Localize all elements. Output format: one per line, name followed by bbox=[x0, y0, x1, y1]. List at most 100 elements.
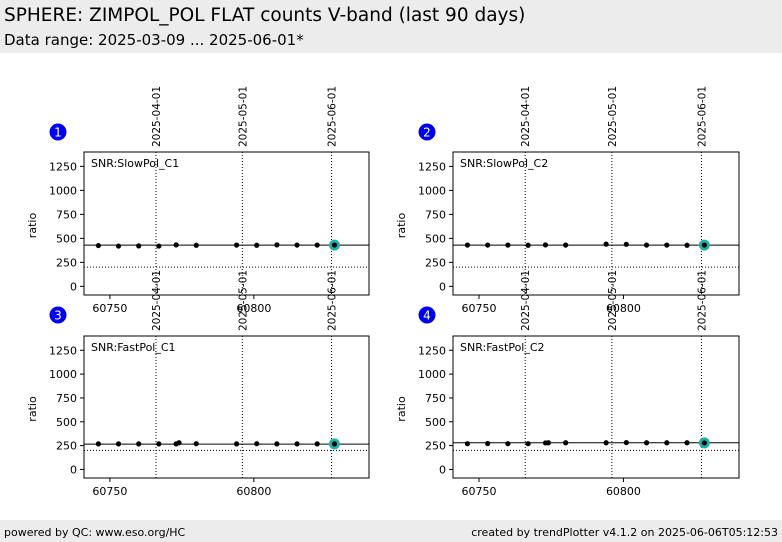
date-line-label: 2025-04-01 bbox=[151, 86, 163, 147]
x-tick-label: 60800 bbox=[606, 302, 641, 315]
data-point bbox=[664, 242, 670, 248]
data-point bbox=[525, 242, 531, 248]
x-tick-label: 60750 bbox=[462, 302, 497, 315]
x-tick-label: 60800 bbox=[606, 485, 641, 498]
panel-number: 3 bbox=[54, 309, 62, 323]
y-tick-label: 500 bbox=[425, 232, 446, 245]
data-point bbox=[95, 242, 101, 249]
data-point bbox=[643, 440, 650, 446]
page-title: SPHERE: ZIMPOL_POL FLAT counts V-band (l… bbox=[4, 5, 526, 26]
data-point bbox=[294, 242, 300, 248]
date-line-label: 2025-05-01 bbox=[237, 270, 249, 331]
plot-frame bbox=[83, 151, 370, 296]
latest-point bbox=[331, 441, 338, 447]
data-point bbox=[563, 440, 569, 446]
latest-point bbox=[331, 242, 338, 248]
page-subtitle: Data range: 2025-03-09 ... 2025-06-01* bbox=[4, 31, 304, 49]
date-line-label: 2025-04-01 bbox=[520, 86, 532, 147]
data-point bbox=[294, 441, 300, 447]
data-point bbox=[563, 242, 569, 248]
footer-generator: created by trendPlotter v4.1.2 on 2025-0… bbox=[471, 526, 778, 539]
latest-point bbox=[701, 440, 707, 446]
data-point bbox=[464, 441, 471, 447]
data-point bbox=[545, 440, 551, 446]
plot-frame bbox=[452, 151, 740, 296]
data-point bbox=[623, 439, 629, 446]
date-line-label: 2025-06-01 bbox=[696, 86, 708, 147]
y-tick-label: 1000 bbox=[49, 368, 77, 381]
data-point bbox=[193, 242, 199, 248]
data-point bbox=[485, 440, 491, 447]
data-point bbox=[193, 441, 199, 447]
y-tick-label: 750 bbox=[56, 392, 77, 405]
y-tick-label: 1000 bbox=[49, 184, 77, 197]
panel-number-badge bbox=[418, 306, 436, 324]
x-tick-label: 60800 bbox=[236, 302, 271, 315]
footer-credit[interactable]: powered by QC: www.eso.org/HC bbox=[4, 526, 186, 539]
data-point bbox=[603, 241, 609, 247]
y-tick-label: 250 bbox=[425, 440, 446, 453]
header-bar: SPHERE: ZIMPOL_POL FLAT counts V-band (l… bbox=[0, 0, 782, 53]
data-point bbox=[136, 441, 142, 447]
date-line-label: 2025-05-01 bbox=[237, 86, 249, 147]
date-line-label: 2025-06-01 bbox=[327, 86, 339, 147]
date-line-label: 2025-04-01 bbox=[520, 270, 532, 331]
data-point bbox=[684, 440, 690, 446]
data-point bbox=[643, 242, 650, 248]
series-label: SNR:SlowPol_C1 bbox=[91, 157, 179, 170]
y-tick-label: 250 bbox=[56, 256, 77, 269]
data-point bbox=[233, 441, 240, 447]
data-point bbox=[115, 441, 122, 447]
y-tick-label: 0 bbox=[439, 280, 446, 293]
data-point bbox=[173, 242, 179, 248]
x-tick-label: 60750 bbox=[92, 485, 127, 498]
panel-number: 1 bbox=[54, 126, 62, 140]
data-point bbox=[464, 242, 471, 248]
y-axis-label: ratio bbox=[26, 396, 39, 422]
y-tick-label: 1250 bbox=[418, 344, 446, 357]
latest-point bbox=[701, 242, 707, 248]
y-tick-label: 500 bbox=[425, 416, 446, 429]
date-line-label: 2025-05-01 bbox=[607, 86, 619, 147]
data-point bbox=[542, 242, 549, 248]
y-tick-label: 0 bbox=[439, 463, 446, 476]
y-tick-label: 250 bbox=[56, 440, 77, 453]
data-point bbox=[664, 440, 670, 446]
panel-number: 2 bbox=[423, 126, 431, 140]
y-tick-label: 0 bbox=[70, 280, 77, 293]
data-point bbox=[314, 441, 320, 447]
y-tick-label: 750 bbox=[425, 392, 446, 405]
data-point bbox=[485, 242, 491, 248]
plot-frame bbox=[452, 335, 740, 479]
data-point bbox=[156, 441, 162, 447]
y-tick-label: 750 bbox=[425, 208, 446, 221]
date-line-label: 2025-04-01 bbox=[151, 270, 163, 331]
y-axis-label: ratio bbox=[26, 213, 39, 239]
data-point bbox=[314, 242, 320, 248]
data-point bbox=[233, 242, 240, 248]
x-tick-label: 60750 bbox=[92, 302, 127, 315]
y-tick-label: 1250 bbox=[49, 344, 77, 357]
panel-number-badge bbox=[49, 306, 67, 324]
y-tick-label: 1250 bbox=[49, 160, 77, 173]
data-point bbox=[603, 440, 609, 446]
y-tick-label: 500 bbox=[56, 232, 77, 245]
data-point bbox=[176, 440, 182, 446]
data-point bbox=[156, 243, 162, 249]
data-point bbox=[525, 441, 531, 447]
data-point bbox=[115, 243, 122, 249]
data-point bbox=[95, 441, 101, 447]
data-point bbox=[254, 441, 260, 447]
series-label: SNR:FastPol_C1 bbox=[91, 341, 176, 354]
data-point bbox=[684, 242, 690, 248]
y-tick-label: 1000 bbox=[418, 184, 446, 197]
x-tick-label: 60800 bbox=[236, 485, 271, 498]
panel-number-badge bbox=[49, 123, 67, 141]
date-line-label: 2025-05-01 bbox=[607, 270, 619, 331]
y-axis-label: ratio bbox=[395, 213, 408, 239]
series-label: SNR:FastPol_C2 bbox=[460, 341, 545, 354]
y-tick-label: 250 bbox=[425, 256, 446, 269]
y-axis-label: ratio bbox=[395, 396, 408, 422]
series-label: SNR:SlowPol_C2 bbox=[460, 157, 548, 170]
